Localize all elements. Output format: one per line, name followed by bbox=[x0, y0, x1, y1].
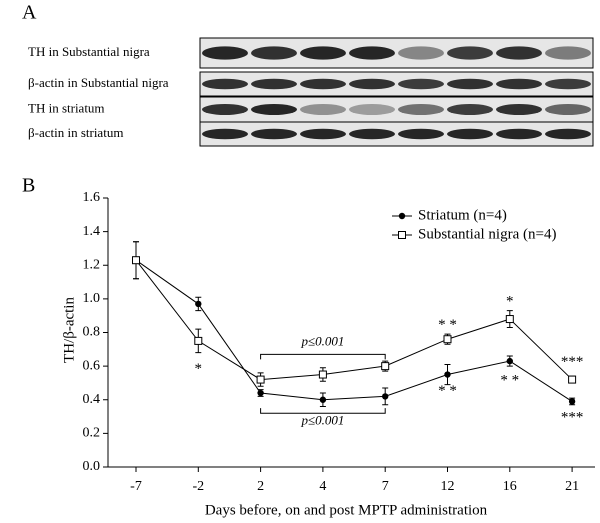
blot-band bbox=[251, 46, 297, 60]
y-tick-label: 0.6 bbox=[83, 358, 101, 373]
y-tick-label: 1.4 bbox=[83, 224, 101, 239]
blot-band bbox=[300, 104, 346, 115]
blot-band bbox=[496, 78, 542, 90]
legend-label: Substantial nigra (n=4) bbox=[418, 226, 556, 242]
marker bbox=[568, 375, 577, 384]
blot-band bbox=[496, 104, 542, 115]
blot-band bbox=[398, 78, 444, 90]
marker bbox=[381, 362, 390, 371]
marker bbox=[506, 357, 513, 365]
blot-band bbox=[202, 46, 248, 60]
blot-band bbox=[447, 46, 493, 60]
p-value-label: p≤0.001 bbox=[300, 413, 344, 428]
marker bbox=[319, 396, 327, 403]
x-tick-label: 7 bbox=[382, 479, 389, 494]
blot-band bbox=[496, 128, 542, 140]
blot-band bbox=[349, 78, 395, 90]
significance-mark: * bbox=[195, 361, 203, 377]
blot-band bbox=[202, 128, 248, 140]
blot-label: β-actin in striatum bbox=[28, 125, 123, 140]
blot-band bbox=[545, 128, 591, 140]
blot-band bbox=[545, 46, 591, 60]
bracket bbox=[260, 353, 386, 360]
series-line bbox=[135, 259, 573, 402]
blot-band bbox=[251, 78, 297, 90]
marker bbox=[443, 335, 452, 344]
blot-label: β-actin in Substantial nigra bbox=[28, 75, 169, 90]
blot-label: TH in Substantial nigra bbox=[28, 44, 150, 59]
x-tick-label: 4 bbox=[319, 479, 326, 494]
y-tick-label: 1.0 bbox=[83, 291, 101, 306]
blot-band bbox=[349, 128, 395, 140]
blot-band bbox=[349, 104, 395, 115]
significance-mark: *** bbox=[561, 354, 584, 370]
x-tick-label: 12 bbox=[441, 479, 455, 494]
y-tick-label: 0.4 bbox=[83, 392, 101, 407]
p-value-label: p≤0.001 bbox=[300, 334, 344, 349]
blot-band bbox=[398, 128, 444, 140]
x-tick-label: -2 bbox=[192, 479, 204, 494]
x-tick-label: 16 bbox=[503, 479, 517, 494]
marker bbox=[505, 315, 514, 324]
significance-mark: * * bbox=[438, 317, 457, 333]
blot-band bbox=[300, 128, 346, 140]
blot-label: TH in striatum bbox=[28, 100, 105, 115]
blot-band bbox=[447, 104, 493, 115]
y-tick-label: 0.8 bbox=[83, 325, 101, 340]
marker bbox=[568, 398, 576, 405]
marker bbox=[257, 389, 264, 397]
marker bbox=[444, 371, 451, 378]
bracket bbox=[260, 408, 386, 414]
blot-band bbox=[202, 104, 248, 115]
blot-band bbox=[202, 78, 248, 90]
significance-mark: * bbox=[506, 294, 514, 310]
legend-label: Striatum (n=4) bbox=[418, 207, 507, 223]
y-tick-label: 0.0 bbox=[83, 459, 101, 474]
x-tick-label: 21 bbox=[565, 479, 579, 494]
marker bbox=[195, 300, 202, 308]
marker bbox=[398, 231, 406, 239]
marker bbox=[256, 375, 265, 384]
significance-mark: * * bbox=[500, 373, 519, 389]
marker bbox=[194, 336, 203, 345]
x-tick-label: 2 bbox=[257, 479, 264, 494]
blot-band bbox=[545, 104, 591, 115]
panel-label: B bbox=[22, 175, 35, 197]
series-line bbox=[135, 259, 573, 381]
marker bbox=[318, 370, 327, 379]
y-axis-label: TH/β-actin bbox=[61, 297, 77, 363]
x-axis-label: Days before, on and post MPTP administra… bbox=[205, 502, 488, 518]
blot-band bbox=[251, 128, 297, 140]
blot-band bbox=[398, 104, 444, 115]
blot-band bbox=[447, 128, 493, 140]
panel-label: A bbox=[22, 2, 37, 24]
marker bbox=[132, 256, 140, 265]
marker bbox=[398, 212, 406, 220]
marker bbox=[382, 393, 389, 400]
y-tick-label: 1.2 bbox=[83, 257, 101, 272]
blot-band bbox=[349, 46, 395, 60]
y-tick-label: 0.2 bbox=[83, 426, 101, 441]
blot-band bbox=[300, 46, 346, 60]
y-tick-label: 1.6 bbox=[83, 190, 101, 205]
blot-band bbox=[398, 46, 444, 60]
blot-band bbox=[447, 78, 493, 90]
blot-band bbox=[300, 78, 346, 90]
x-tick-label: -7 bbox=[130, 479, 142, 494]
significance-mark: * * bbox=[438, 383, 457, 399]
blot-band bbox=[496, 46, 542, 60]
blot-band bbox=[545, 78, 591, 90]
blot-band bbox=[251, 104, 297, 115]
significance-mark: *** bbox=[561, 410, 584, 426]
